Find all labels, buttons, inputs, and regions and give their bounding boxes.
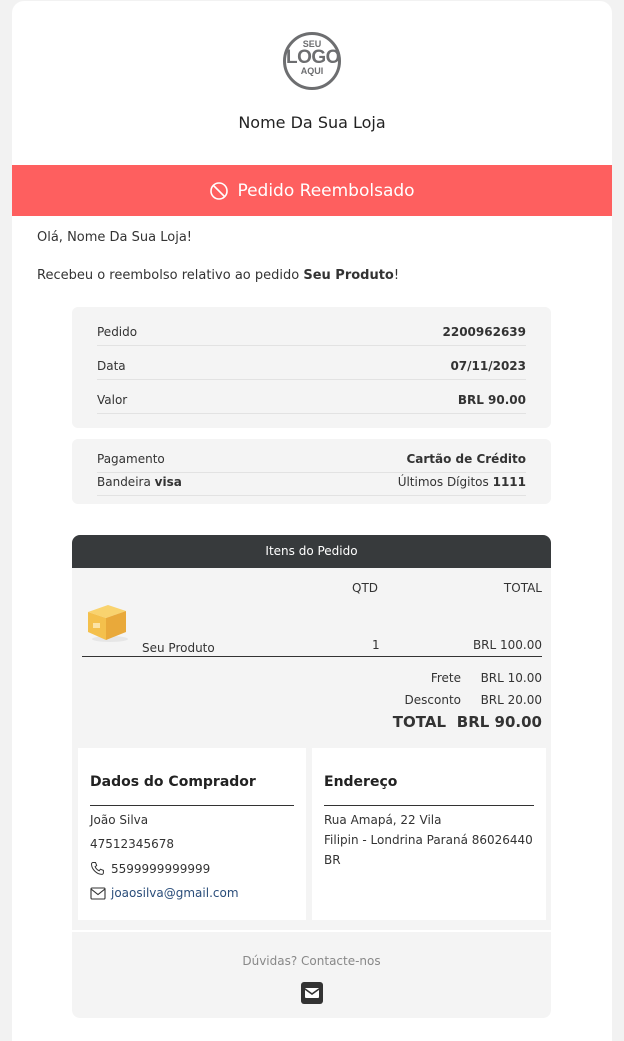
phone-icon [90,862,104,875]
items-header: Itens do Pedido [72,535,551,568]
value-row: Valor BRL 90.00 [97,393,526,414]
item-total: BRL 100.00 [472,638,542,652]
grand-total: BRL 90.00 [456,713,542,731]
payment-row: Pagamento Cartão de Crédito [97,452,526,473]
order-summary: Pedido 2200962639 Data 07/11/2023 Valor BRL… [72,307,551,428]
shipping-value: BRL 10.00 [480,671,542,685]
contact-text: Dúvidas? Contacte-nos [242,954,381,968]
footer: Dúvidas? Contacte-nos [72,932,551,1018]
divider [82,656,542,657]
store-name: Nome Da Sua Loja [238,113,386,132]
box-icon [88,605,128,642]
item-name: Seu Produto [142,641,215,655]
date-row: Data 07/11/2023 [97,359,526,380]
address-card: Endereço Rua Amapá, 22 Vila Filipin - Lo… [312,748,546,920]
order-row: Pedido 2200962639 [97,325,526,346]
item-qty: 1 [372,638,380,652]
buyer-card: Dados do Comprador João Silva 4751234567… [78,748,306,920]
discount-value: BRL 20.00 [480,693,542,707]
envelope-icon[interactable] [300,982,323,1004]
buyer-email: joaosilva@gmail.com [111,886,239,900]
store-logo: SEU LOGO AQUI [283,32,341,90]
email-icon [90,886,106,900]
banner-text: Pedido Reembolsado [237,180,415,201]
payment-summary: Pagamento Cartão de Crédito Bandeira visa… [72,439,551,504]
greeting: Olá, Nome Da Sua Loja! [37,230,193,245]
status-banner: Pedido Reembolsado [12,165,612,216]
refund-message: Recebeu o reembolso relativo ao pedido S… [37,268,400,283]
ban-icon [210,181,229,200]
brand-row: Bandeira visa Últimos Dígitos 1111 [97,475,526,496]
